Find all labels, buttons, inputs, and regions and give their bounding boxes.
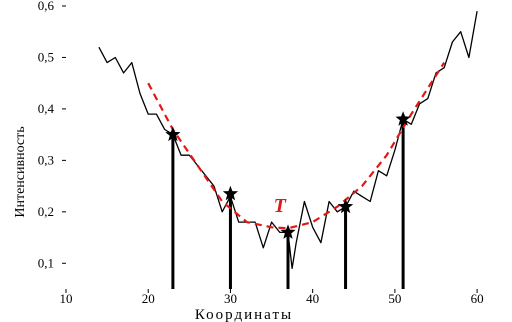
star-marker — [337, 198, 354, 214]
x-tick-label: 10 — [60, 291, 73, 306]
x-tick-label: 40 — [306, 291, 319, 306]
x-tick-label: 60 — [471, 291, 484, 306]
fit-curve-line — [147, 62, 446, 230]
y-axis-title: Интенсивность — [13, 126, 28, 217]
x-tick-label: 50 — [388, 291, 401, 306]
y-tick-label: 0,5 — [38, 49, 54, 64]
x-axis-title: Координаты — [195, 307, 293, 322]
star-marker — [280, 224, 296, 239]
y-tick-label: 0,6 — [38, 0, 55, 13]
x-tick-label: 30 — [224, 291, 237, 306]
y-tick-label: 0,4 — [38, 101, 55, 116]
y-tick-label: 0,1 — [38, 255, 54, 270]
y-tick-label: 0,2 — [38, 204, 54, 219]
annotation-label: T — [274, 195, 287, 217]
ticks-layer: 10 20 30 40 50 60 0,1 0,2 0,3 0,4 0,5 0,6 — [38, 0, 484, 306]
star-marker — [165, 126, 181, 142]
intensity-line — [98, 10, 478, 270]
plot-layer: T — [98, 10, 478, 289]
y-tick-label: 0,3 — [38, 152, 54, 167]
star-marker — [395, 111, 411, 126]
star-marker — [222, 185, 239, 201]
x-tick-label: 20 — [142, 291, 155, 306]
